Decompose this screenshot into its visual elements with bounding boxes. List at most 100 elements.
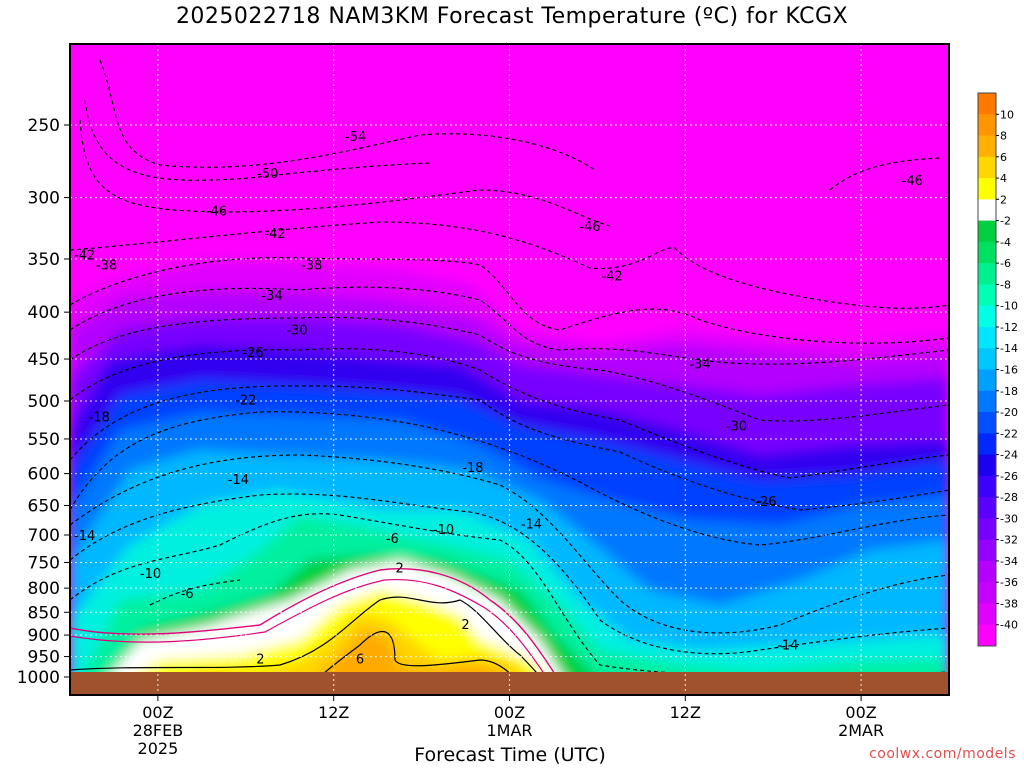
colorbar-swatch-20 <box>978 518 996 541</box>
contour-minus-14 <box>70 454 949 634</box>
colorbar-label-15: -22 <box>1000 427 1018 440</box>
colorbar-swatch-7 <box>978 241 996 264</box>
contour-label-21: -14 <box>74 529 95 544</box>
colorbar-label-18: -28 <box>1000 491 1018 504</box>
y-tick-label-p450: 450 <box>28 350 60 370</box>
colorbar-label-19: -30 <box>1000 512 1018 525</box>
contour-minus-46-right <box>829 157 941 191</box>
colorbar-swatch-16 <box>978 433 996 456</box>
ground-layer <box>70 672 949 695</box>
colorbar-swatch-12 <box>978 348 996 370</box>
y-tick-label-p250: 250 <box>28 116 60 136</box>
colorbar-swatch-4 <box>978 178 996 200</box>
colorbar-swatch-15 <box>978 412 996 434</box>
y-tick-label-p500: 500 <box>28 392 60 412</box>
contour-label-3: -46 <box>579 220 600 235</box>
colorbar-label-21: -34 <box>1000 555 1018 568</box>
x-tick-label-0-2: 2025 <box>138 739 179 758</box>
y-tick-label-p650: 650 <box>28 496 60 516</box>
x-tick-label-0-1: 28FEB <box>133 721 184 740</box>
colorbar-label-4: 2 <box>1000 193 1007 206</box>
y-tick-label-p950: 950 <box>28 648 60 668</box>
contour-label-23: -10 <box>433 523 454 538</box>
contour-labels: -54-50-46-46-46-42-42-42-38 -38-34-34-30-… <box>74 130 923 668</box>
colorbar-label-1: 8 <box>1000 130 1007 143</box>
contour-label-18: -18 <box>462 461 483 476</box>
grid-lines <box>70 44 949 695</box>
colorbar-swatch-11 <box>978 326 996 349</box>
y-tick-label-p400: 400 <box>28 303 60 323</box>
colorbar-swatch-5 <box>978 199 996 222</box>
contour-label-13: -30 <box>726 420 747 435</box>
colorbar-label-5: -2 <box>1000 215 1011 228</box>
contour-minus-34 <box>70 286 949 365</box>
contour-minus-38 <box>70 257 949 344</box>
colorbar-swatch-8 <box>978 263 996 285</box>
colorbar-label-2: 6 <box>1000 151 1007 164</box>
contour-label-20: -14 <box>521 517 542 532</box>
colorbar-label-22: -36 <box>1000 576 1018 589</box>
contour-label-19: -14 <box>228 473 249 488</box>
contour-label-30: 6 <box>356 653 364 668</box>
colorbar-swatch-18 <box>978 475 996 498</box>
colorbar-swatch-0 <box>978 93 996 115</box>
colorbar-swatch-17 <box>978 454 996 477</box>
freezing-line <box>70 568 566 691</box>
colorbar: 10 8 6 4 2 -2 -4 -6 -8 -10 -12 -14 -16 -18 -20 -22 -24 -2… <box>977 92 1018 647</box>
y-tick-label-p550: 550 <box>28 430 60 450</box>
y-tick-label-p750: 750 <box>28 553 60 573</box>
y-tick-label-p850: 850 <box>28 603 60 623</box>
contour-minus-54 <box>99 59 596 171</box>
colorbar-label-11: -14 <box>1000 342 1018 355</box>
x-tick-label-4-1: 2MAR <box>838 721 884 740</box>
colorbar-label-13: -18 <box>1000 385 1018 398</box>
isotherm-solid-contours <box>70 596 561 695</box>
x-tick-label-1-0: 12Z <box>318 703 349 722</box>
contour-label-11: -34 <box>689 357 710 372</box>
colorbar-swatch-22 <box>978 560 996 583</box>
contour-label-10: -34 <box>262 289 283 304</box>
y-tick-label-p300: 300 <box>28 189 60 209</box>
colorbar-swatch-14 <box>978 390 996 413</box>
colorbar-swatch-1 <box>978 114 996 137</box>
contour-minus-30 <box>70 316 949 422</box>
colorbar-swatch-9 <box>978 284 996 307</box>
y-tick-label-p700: 700 <box>28 526 60 546</box>
chart-title: 2025022718 NAM3KM Forecast Temperature (… <box>175 4 849 29</box>
contour-minus-6-lower <box>149 579 241 606</box>
colorbar-label-3: 4 <box>1000 172 1007 185</box>
colorbar-label-17: -26 <box>1000 470 1018 483</box>
contour-label-26: -6 <box>386 532 399 547</box>
contour-label-22: -14 <box>777 639 798 654</box>
contour-minus-6 <box>70 513 949 677</box>
contour-label-29: 2 <box>256 653 264 668</box>
colorbar-label-8: -8 <box>1000 278 1011 291</box>
contour-label-4: -46 <box>902 174 923 189</box>
contour-minus-50 <box>84 99 431 181</box>
colorbar-swatch-6 <box>978 220 996 243</box>
contour-label-17: -18 <box>89 411 110 426</box>
colorbar-label-23: -38 <box>1000 597 1018 610</box>
colorbar-swatch-24 <box>978 603 996 626</box>
y-tick-label-p600: 600 <box>28 465 60 485</box>
x-tick-label-0-0: 00Z <box>142 703 173 722</box>
colorbar-swatch-21 <box>978 539 996 562</box>
colorbar-swatch-25 <box>978 624 996 647</box>
contour-label-27: 2 <box>395 562 403 577</box>
contour-label-12: -30 <box>286 324 307 339</box>
colorbar-label-12: -16 <box>1000 364 1018 377</box>
x-tick-label-2-1: 1MAR <box>486 721 532 740</box>
colorbar-swatch-10 <box>978 305 996 328</box>
contour-plus-6 <box>299 630 526 695</box>
contour-label-28: 2 <box>461 618 469 633</box>
colorbar-swatch-13 <box>978 369 996 392</box>
contour-plus-2 <box>70 596 561 695</box>
contour-minus-42 <box>70 221 949 309</box>
x-tick-label-4-0: 00Z <box>845 703 876 722</box>
credit-link[interactable]: coolwx.com/models <box>869 746 1016 762</box>
y-tick-label-p900: 900 <box>28 626 60 646</box>
y-tick-label-p350: 350 <box>28 250 60 270</box>
x-tick-label-3-0: 12Z <box>670 703 701 722</box>
colorbar-swatch-19 <box>978 497 996 519</box>
